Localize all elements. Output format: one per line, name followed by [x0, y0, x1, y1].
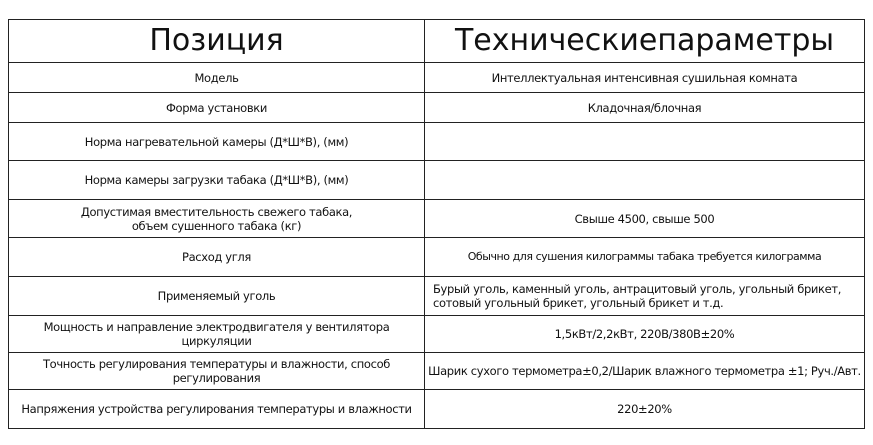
table-row: Напряжения устройства регулирования темп…	[8, 389, 865, 429]
header-row: Позиция Техническиепараметры	[8, 19, 865, 63]
row-label: Норма камеры загрузки табака (Д*Ш*В), (м…	[8, 160, 425, 200]
row-value: 1,5кВт/2,2кВт, 220В/380В±20%	[424, 315, 865, 353]
table-row: Норма камеры загрузки табака (Д*Ш*В), (м…	[8, 160, 865, 200]
table-row: Норма нагревательной камеры (Д*Ш*В), (мм…	[8, 122, 865, 161]
row-value: Шарик сухого термометра±0,2/Шарик влажно…	[424, 352, 865, 390]
table-row: Модель Интеллектуальная интенсивная сушил…	[8, 62, 865, 93]
table-row: Допустимая вместительность свежего табак…	[8, 199, 865, 238]
table-row: Мощность и направление электродвигателя …	[8, 315, 865, 353]
row-label: Точность регулирования температуры и вла…	[8, 352, 425, 390]
header-parameters: Техническиепараметры	[424, 19, 865, 63]
row-value: Интеллектуальная интенсивная сушильная к…	[424, 62, 865, 93]
row-value	[424, 122, 865, 161]
row-label: Допустимая вместительность свежего табак…	[8, 199, 425, 238]
row-value	[424, 160, 865, 200]
table-row: Точность регулирования температуры и вла…	[8, 352, 865, 390]
header-position: Позиция	[8, 19, 425, 63]
spec-table: Позиция Техническиепараметры Модель Интел…	[8, 19, 865, 429]
table-row: Расход угля Обычно для сушения килограммы…	[8, 237, 865, 277]
row-value: Свыше 4500, свыше 500	[424, 199, 865, 238]
row-label: Форма установки	[8, 92, 425, 123]
row-label: Норма нагревательной камеры (Д*Ш*В), (мм…	[8, 122, 425, 161]
row-label: Мощность и направление электродвигателя …	[8, 315, 425, 353]
row-label: Применяемый уголь	[8, 276, 425, 316]
row-label: Модель	[8, 62, 425, 93]
row-label: Напряжения устройства регулирования темп…	[8, 389, 425, 429]
row-label: Расход угля	[8, 237, 425, 277]
row-value: Кладочная/блочная	[424, 92, 865, 123]
table-row: Применяемый уголь Бурый уголь, каменный у…	[8, 276, 865, 316]
row-value: 220±20%	[424, 389, 865, 429]
row-value: Обычно для сушения килограммы табака тре…	[424, 237, 865, 277]
row-value: Бурый уголь, каменный уголь, антрацитовы…	[424, 276, 865, 316]
table-row: Форма установки Кладочная/блочная	[8, 92, 865, 123]
